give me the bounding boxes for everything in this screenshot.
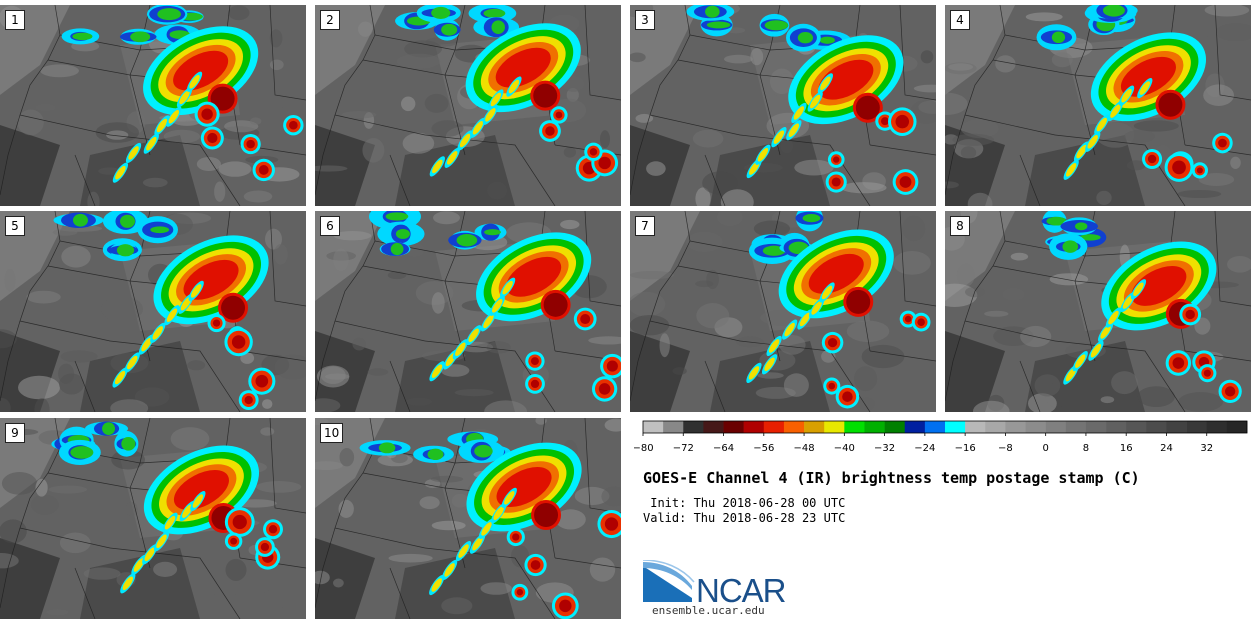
stamp-number-label: 10: [320, 423, 344, 443]
ir-satellite-map: [630, 5, 936, 206]
valid-time: Valid: Thu 2018-06-28 23 UTC: [643, 511, 846, 525]
stamp-panel-4: 4: [945, 5, 1251, 206]
ir-satellite-map: [0, 5, 306, 206]
colorbar-swatch: [1045, 421, 1067, 433]
colorbar-tick-label: −24: [914, 443, 935, 454]
colorbar-swatch: [804, 421, 825, 433]
colorbar: −80 −72 −64 −56 −48 −40 −32 −24 −16 −8 0 8 16 24 32: [634, 420, 1248, 454]
stamp-panel-5: 5: [0, 211, 306, 412]
colorbar-swatch: [723, 421, 744, 433]
ir-satellite-map: [945, 211, 1251, 412]
colorbar-swatch: [844, 421, 865, 433]
colorbar-swatch: [783, 421, 805, 433]
stamp-number-label: 1: [5, 10, 25, 30]
colorbar-swatch: [1085, 421, 1107, 433]
stamp-number-label: 4: [950, 10, 970, 30]
stamp-panel-6: 6: [315, 211, 621, 412]
colorbar-swatch: [924, 421, 946, 433]
colorbar-tick-label: 16: [1120, 443, 1133, 454]
stamp-panel-7: 7: [630, 211, 936, 412]
colorbar-tick-label: −40: [834, 443, 855, 454]
website-url: ensemble.ucar.edu: [652, 604, 765, 617]
colorbar-tick-label: −8: [998, 443, 1013, 454]
ir-satellite-map: [315, 418, 621, 619]
colorbar-swatch: [985, 421, 1006, 433]
colorbar-swatch: [864, 421, 885, 433]
stamp-number-label: 3: [635, 10, 655, 30]
colorbar-tick-label: −56: [753, 443, 774, 454]
ir-satellite-map: [315, 5, 621, 206]
stamp-panel-10: 10: [315, 418, 621, 619]
colorbar-swatch: [1146, 421, 1167, 433]
colorbar-swatch: [1166, 421, 1187, 433]
stamp-number-label: 9: [5, 423, 25, 443]
svg-text:NCAR: NCAR: [696, 572, 786, 606]
stamp-panel-1: 1: [0, 5, 306, 206]
colorbar-swatch: [703, 421, 724, 433]
stamp-number-label: 7: [635, 216, 655, 236]
ir-satellite-map: [0, 211, 306, 412]
colorbar-swatch: [1005, 421, 1026, 433]
stamp-panel-8: 8: [945, 211, 1251, 412]
stamp-number-label: 2: [320, 10, 340, 30]
colorbar-swatch: [1025, 421, 1046, 433]
ir-satellite-map: [630, 211, 936, 412]
colorbar-swatch: [945, 421, 966, 433]
colorbar-swatch: [1106, 421, 1127, 433]
ir-satellite-map: [945, 5, 1251, 206]
colorbar-swatch: [743, 421, 765, 433]
stamp-panel-2: 2: [315, 5, 621, 206]
colorbar-swatch: [824, 421, 845, 433]
colorbar-tick-label: 32: [1200, 443, 1213, 454]
stamp-panel-9: 9: [0, 418, 306, 619]
stamp-number-label: 8: [950, 216, 970, 236]
colorbar-swatch: [763, 421, 785, 433]
colorbar-tick-label: −32: [874, 443, 895, 454]
colorbar-tick-label: −64: [713, 443, 734, 454]
colorbar-swatch: [683, 421, 704, 433]
colorbar-swatch: [884, 421, 906, 433]
stamp-number-label: 6: [320, 216, 340, 236]
init-time: Init: Thu 2018-06-28 00 UTC: [643, 496, 846, 510]
colorbar-swatch: [965, 421, 986, 433]
figure-title: GOES-E Channel 4 (IR) brightness temp po…: [643, 469, 1140, 487]
colorbar-swatch: [663, 421, 684, 433]
colorbar-tick-label: 0: [1042, 443, 1048, 454]
colorbar-swatch: [643, 421, 664, 433]
ir-satellite-map: [315, 211, 621, 412]
colorbar-tick-label: 8: [1083, 443, 1089, 454]
colorbar-tick-label: −48: [794, 443, 815, 454]
colorbar-swatch: [1126, 421, 1147, 433]
colorbar-tick-label: −72: [673, 443, 694, 454]
colorbar-swatch: [1186, 421, 1208, 433]
colorbar-swatch: [1226, 421, 1248, 433]
colorbar-swatch: [1065, 421, 1087, 433]
colorbar-tick-label: −16: [955, 443, 976, 454]
ncar-logo: NCAR: [642, 560, 787, 606]
colorbar-tick-label: −80: [634, 443, 654, 454]
colorbar-swatch: [904, 421, 926, 433]
colorbar-swatch: [1206, 421, 1228, 433]
stamp-number-label: 5: [5, 216, 25, 236]
stamp-panel-3: 3: [630, 5, 936, 206]
ir-satellite-map: [0, 418, 306, 619]
colorbar-tick-label: 24: [1160, 443, 1173, 454]
